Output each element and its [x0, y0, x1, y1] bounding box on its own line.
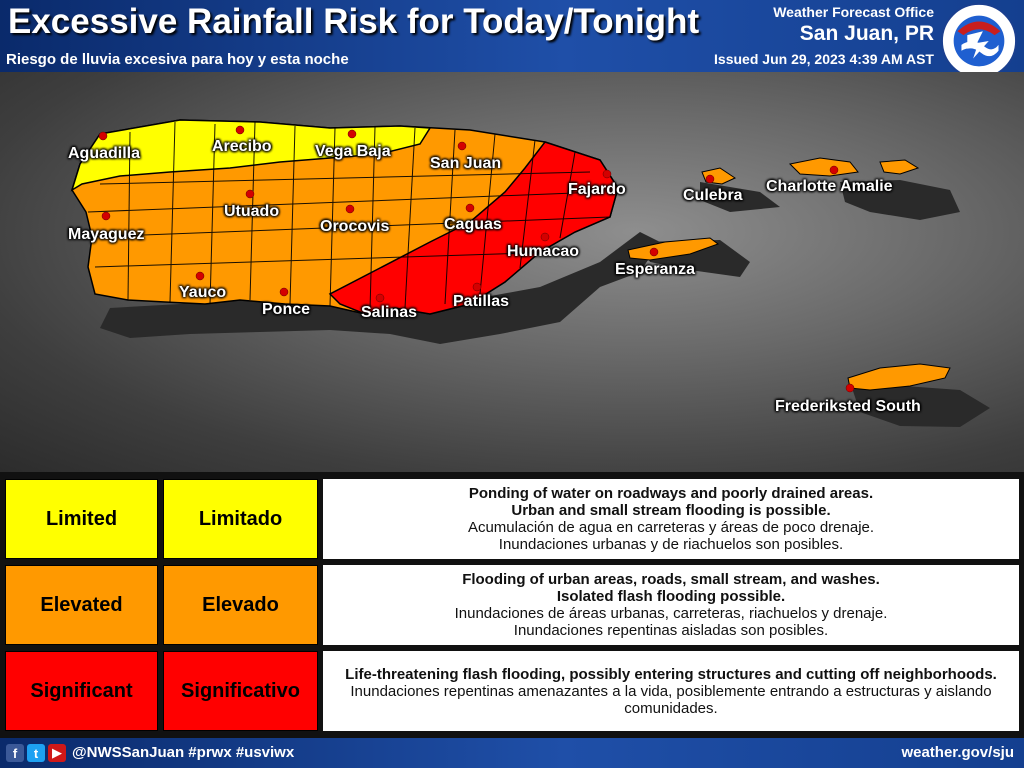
page-title: Excessive Rainfall Risk for Today/Tonigh… — [8, 2, 700, 41]
social-handle[interactable]: @NWSSanJuan #prwx #usviwx — [72, 744, 295, 761]
legend-row-limited: Limited Limitado Ponding of water on roa… — [5, 479, 1019, 559]
legend-level-en: Elevated — [5, 565, 158, 645]
city-dot — [235, 125, 245, 135]
desc-es-line: Inundaciones repentinas amenazantes a la… — [350, 682, 992, 717]
city-label-caguas: Caguas — [444, 216, 502, 233]
city-label-vega-baja: Vega Baja — [315, 143, 391, 160]
issued-timestamp: Issued Jun 29, 2023 4:39 AM AST — [714, 51, 934, 67]
city-dot — [375, 293, 385, 303]
page-subtitle: Riesgo de lluvia excesiva para hoy y est… — [6, 51, 349, 68]
desc-es-line: Inundaciones urbanas y de riachuelos son… — [498, 536, 844, 553]
legend-description: Life-threatening flash flooding, possibl… — [323, 651, 1019, 731]
risk-map-graphic — [70, 119, 990, 427]
city-dot — [101, 211, 111, 221]
city-dot — [472, 282, 482, 292]
footer-banner: f t ▶ @NWSSanJuan #prwx #usviwx weather.… — [0, 738, 1024, 768]
legend-level-en: Significant — [5, 651, 158, 731]
city-dot — [705, 174, 715, 184]
website-link[interactable]: weather.gov/sju — [901, 744, 1014, 761]
legend-level-en: Limited — [5, 479, 158, 559]
city-dot — [829, 165, 839, 175]
city-dot — [195, 271, 205, 281]
city-label-patillas: Patillas — [453, 293, 510, 310]
legend-level-es: Limitado — [163, 479, 318, 559]
desc-en-line: Ponding of water on roadways and poorly … — [468, 485, 874, 502]
twitter-icon[interactable]: t — [27, 744, 45, 762]
city-dot — [649, 247, 659, 257]
office-label: Weather Forecast Office — [773, 4, 934, 20]
desc-en-line: Isolated flash flooding possible. — [556, 588, 786, 605]
youtube-icon[interactable]: ▶ — [48, 744, 66, 762]
desc-en-line: Life-threatening flash flooding, possibl… — [345, 665, 997, 683]
legend-level-es: Significativo — [163, 651, 318, 731]
city-label-yauco: Yauco — [179, 284, 227, 301]
vieques-island — [627, 237, 720, 261]
city-dot — [245, 189, 255, 199]
city-dot — [98, 131, 108, 141]
desc-en-line: Flooding of urban areas, roads, small st… — [462, 571, 880, 588]
city-label-charlotte-amalie: Charlotte Amalie — [766, 178, 893, 195]
city-dot — [347, 129, 357, 139]
city-label-esperanza: Esperanza — [615, 261, 696, 278]
st-croix-island — [847, 363, 951, 391]
office-city: San Juan, PR — [799, 22, 934, 45]
city-label-mayaguez: Mayaguez — [68, 226, 145, 243]
legend-description: Flooding of urban areas, roads, small st… — [323, 565, 1019, 645]
nws-logo-icon[interactable] — [940, 2, 1018, 80]
city-dot — [279, 287, 289, 297]
city-dot — [465, 203, 475, 213]
legend-description: Ponding of water on roadways and poorly … — [323, 479, 1019, 559]
header-banner: Excessive Rainfall Risk for Today/Tonigh… — [0, 0, 1024, 80]
city-label-culebra: Culebra — [683, 187, 743, 204]
social-icons: f t ▶ — [6, 744, 66, 762]
city-label-salinas: Salinas — [361, 304, 418, 321]
desc-es-line: Inundaciones de áreas urbanas, carretera… — [454, 605, 888, 622]
desc-en-line: Urban and small stream flooding is possi… — [511, 502, 831, 519]
city-dot — [845, 383, 855, 393]
city-label-humacao: Humacao — [507, 243, 580, 260]
city-label-utuado: Utuado — [224, 203, 280, 220]
city-label-aguadilla: Aguadilla — [68, 145, 141, 162]
limited-zone — [70, 119, 432, 192]
city-label-fajardo: Fajardo — [568, 181, 626, 198]
city-label-frederiksted-south: Frederiksted South — [775, 398, 921, 415]
risk-legend: Limited Limitado Ponding of water on roa… — [0, 472, 1024, 738]
city-label-san-juan: San Juan — [430, 155, 502, 172]
st-john-island — [879, 159, 920, 175]
city-dot — [602, 169, 612, 179]
city-label-orocovis: Orocovis — [320, 218, 390, 235]
city-dot — [457, 141, 467, 151]
legend-row-significant: Significant Significativo Life-threateni… — [5, 651, 1019, 731]
city-label-ponce: Ponce — [262, 301, 311, 318]
city-dot — [345, 204, 355, 214]
legend-row-elevated: Elevated Elevado Flooding of urban areas… — [5, 565, 1019, 645]
st-thomas-island — [788, 157, 859, 177]
risk-map: Aguadilla Arecibo Vega Baja San Juan Faj… — [0, 72, 1024, 472]
desc-es-line: Inundaciones repentinas aisladas son pos… — [513, 622, 829, 639]
facebook-icon[interactable]: f — [6, 744, 24, 762]
city-label-arecibo: Arecibo — [212, 138, 272, 155]
city-dot — [540, 232, 550, 242]
legend-level-es: Elevado — [163, 565, 318, 645]
desc-es-line: Acumulación de agua en carreteras y área… — [467, 519, 875, 536]
